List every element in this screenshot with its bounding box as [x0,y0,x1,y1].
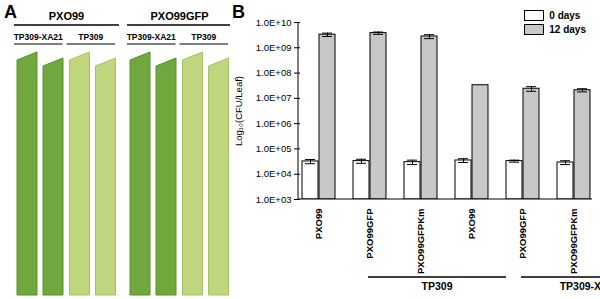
svg-text:PXO99GFP: PXO99GFP [150,10,208,22]
html-text:B: B [232,2,245,22]
svg-text:1.0E+08: 1.0E+08 [256,67,292,78]
svg-text:PXO99GFP: PXO99GFP [364,208,375,259]
svg-text:PXO99: PXO99 [49,10,84,22]
html-text:0 days: 0 days [549,10,581,21]
svg-text:TP309-XA21: TP309-XA21 [127,32,176,42]
svg-text:1.0E+04: 1.0E+04 [256,168,292,179]
svg-text:1.0E+09: 1.0E+09 [256,42,292,53]
svg-text:Log₁₀(CFU/Leaf): Log₁₀(CFU/Leaf) [233,76,244,146]
svg-text:TP309-XA21: TP309-XA21 [560,280,600,292]
svg-text:PXO99: PXO99 [466,209,477,240]
html-text:12 days: 12 days [549,24,586,35]
svg-text:TP309: TP309 [422,280,453,292]
svg-text:TP309-XA21: TP309-XA21 [14,32,63,42]
svg-text:1.0E+06: 1.0E+06 [256,118,292,129]
svg-text:TP309: TP309 [191,32,216,42]
svg-text:PXO99GFPKm: PXO99GFPKm [568,209,579,274]
svg-text:PXO99GFPKm: PXO99GFPKm [415,209,426,274]
svg-text:1.0E+07: 1.0E+07 [256,92,292,103]
svg-text:PXO99: PXO99 [313,209,324,240]
svg-text:PXO99GFP: PXO99GFP [517,208,528,259]
svg-text:TP309: TP309 [78,32,103,42]
svg-text:1.0E+05: 1.0E+05 [256,143,292,154]
svg-text:1.0E+10: 1.0E+10 [256,17,292,28]
html-text:A: A [4,2,17,22]
svg-text:1.0E+03: 1.0E+03 [256,194,292,205]
